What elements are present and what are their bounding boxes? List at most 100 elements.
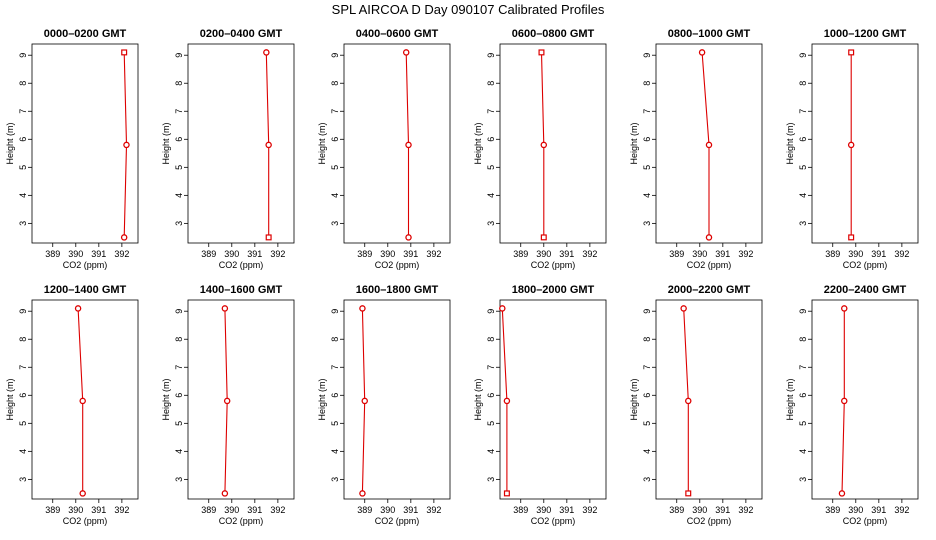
- panel-title: 0800–1000 GMT: [668, 28, 751, 40]
- x-tick-label: 392: [426, 505, 441, 515]
- y-tick-label: 3: [330, 221, 340, 226]
- x-tick-label: 390: [68, 505, 83, 515]
- x-tick-label: 390: [224, 505, 239, 515]
- data-point-circle: [499, 305, 506, 312]
- panel-title: 2200–2400 GMT: [824, 284, 907, 296]
- data-point-circle: [120, 234, 128, 241]
- y-tick-label: 9: [330, 53, 340, 58]
- y-tick-label: 9: [18, 53, 28, 58]
- y-axis-label: Height (m): [629, 122, 639, 164]
- y-axis-label: Height (m): [317, 122, 327, 164]
- x-tick-label: 391: [559, 249, 574, 259]
- data-point-circle: [841, 397, 848, 405]
- x-axis-label: CO2 (ppm): [531, 260, 576, 270]
- chart-panel: 1800–2000 GMT 389 390 391 392 3 4 5 6 7 8 9 CO2 (ppm…: [473, 284, 607, 526]
- y-tick-label: 9: [18, 309, 28, 314]
- y-axis-label: Height (m): [473, 378, 483, 420]
- x-tick-label: 391: [871, 249, 886, 259]
- x-axis-label: CO2 (ppm): [63, 516, 108, 526]
- y-tick-label: 9: [486, 53, 496, 58]
- y-tick-label: 7: [486, 365, 496, 370]
- x-tick-label: 392: [114, 249, 129, 259]
- x-axis-label: CO2 (ppm): [219, 516, 264, 526]
- data-point-square: [538, 49, 545, 56]
- x-tick-label: 389: [45, 505, 60, 515]
- data-point-circle: [123, 141, 130, 149]
- y-tick-label: 7: [330, 365, 340, 370]
- y-tick-label: 3: [798, 477, 808, 482]
- x-tick-label: 390: [692, 505, 707, 515]
- data-point-circle: [361, 397, 368, 405]
- x-tick-label: 392: [894, 505, 909, 515]
- y-tick-label: 6: [798, 393, 808, 398]
- data-point-circle: [359, 490, 366, 497]
- y-tick-label: 3: [174, 221, 184, 226]
- y-tick-label: 6: [174, 137, 184, 142]
- y-tick-label: 9: [486, 309, 496, 314]
- y-tick-label: 5: [330, 165, 340, 170]
- y-tick-label: 3: [174, 477, 184, 482]
- data-point-circle: [705, 141, 713, 149]
- x-tick-label: 392: [270, 505, 285, 515]
- x-tick-label: 391: [247, 505, 262, 515]
- y-tick-label: 8: [486, 337, 496, 342]
- panel-title: 0200–0400 GMT: [200, 28, 283, 40]
- panel-title: 0600–0800 GMT: [512, 28, 595, 40]
- x-tick-label: 390: [848, 505, 863, 515]
- panel-title: 0400–0600 GMT: [356, 28, 439, 40]
- data-point-circle: [359, 305, 366, 312]
- y-tick-label: 4: [330, 449, 340, 454]
- x-tick-label: 391: [715, 505, 730, 515]
- data-point-circle: [223, 397, 231, 405]
- x-tick-label: 392: [582, 505, 597, 515]
- chart-panel: 1200–1400 GMT 389 390 391 392 3 4 5 6 7 8 9 CO2 (ppm…: [5, 284, 139, 526]
- y-tick-label: 9: [642, 309, 652, 314]
- y-tick-label: 7: [486, 109, 496, 114]
- y-tick-label: 4: [642, 449, 652, 454]
- y-tick-label: 7: [642, 109, 652, 114]
- x-tick-label: 392: [270, 249, 285, 259]
- y-tick-label: 3: [18, 477, 28, 482]
- data-point-square: [503, 490, 510, 497]
- y-tick-label: 3: [18, 221, 28, 226]
- x-axis-label: CO2 (ppm): [375, 516, 420, 526]
- y-tick-label: 8: [642, 81, 652, 86]
- x-axis-label: CO2 (ppm): [219, 260, 264, 270]
- y-tick-label: 9: [798, 53, 808, 58]
- data-point-square: [540, 234, 547, 241]
- data-point-circle: [841, 305, 848, 312]
- y-tick-label: 3: [642, 477, 652, 482]
- x-tick-label: 392: [114, 505, 129, 515]
- plot-frame: [187, 43, 295, 244]
- data-point-circle: [680, 305, 687, 312]
- x-tick-label: 389: [357, 249, 372, 259]
- x-tick-label: 390: [536, 505, 551, 515]
- data-point-circle: [540, 141, 548, 149]
- x-tick-label: 389: [669, 249, 684, 259]
- y-tick-label: 7: [330, 109, 340, 114]
- x-axis-label: CO2 (ppm): [687, 516, 732, 526]
- chart-panel: 0600–0800 GMT 389 390 391 392 3 4 5 6 7 8 9 CO2 (ppm…: [473, 28, 607, 270]
- panel-title: 1200–1400 GMT: [44, 284, 127, 296]
- x-tick-label: 390: [536, 249, 551, 259]
- y-tick-label: 7: [174, 365, 184, 370]
- y-tick-label: 8: [642, 337, 652, 342]
- y-tick-label: 5: [174, 421, 184, 426]
- chart-panel: 0000–0200 GMT 389 390 391 392 3 4 5 6 7 8 9 CO2 (ppm…: [5, 28, 139, 270]
- plot-frame: [655, 299, 763, 500]
- y-tick-label: 4: [486, 193, 496, 198]
- y-tick-label: 7: [798, 365, 808, 370]
- x-tick-label: 391: [403, 505, 418, 515]
- data-point-circle: [402, 49, 410, 56]
- x-tick-label: 392: [738, 249, 753, 259]
- plot-frame: [31, 299, 139, 500]
- chart-panel: 2200–2400 GMT 389 390 391 392 3 4 5 6 7 8 9 CO2 (ppm…: [785, 284, 919, 526]
- y-tick-label: 9: [174, 53, 184, 58]
- data-point-square: [848, 49, 855, 56]
- x-tick-label: 390: [68, 249, 83, 259]
- y-tick-label: 8: [174, 81, 184, 86]
- y-tick-label: 4: [486, 449, 496, 454]
- y-tick-label: 7: [18, 109, 28, 114]
- y-tick-label: 4: [798, 193, 808, 198]
- x-tick-label: 389: [201, 505, 216, 515]
